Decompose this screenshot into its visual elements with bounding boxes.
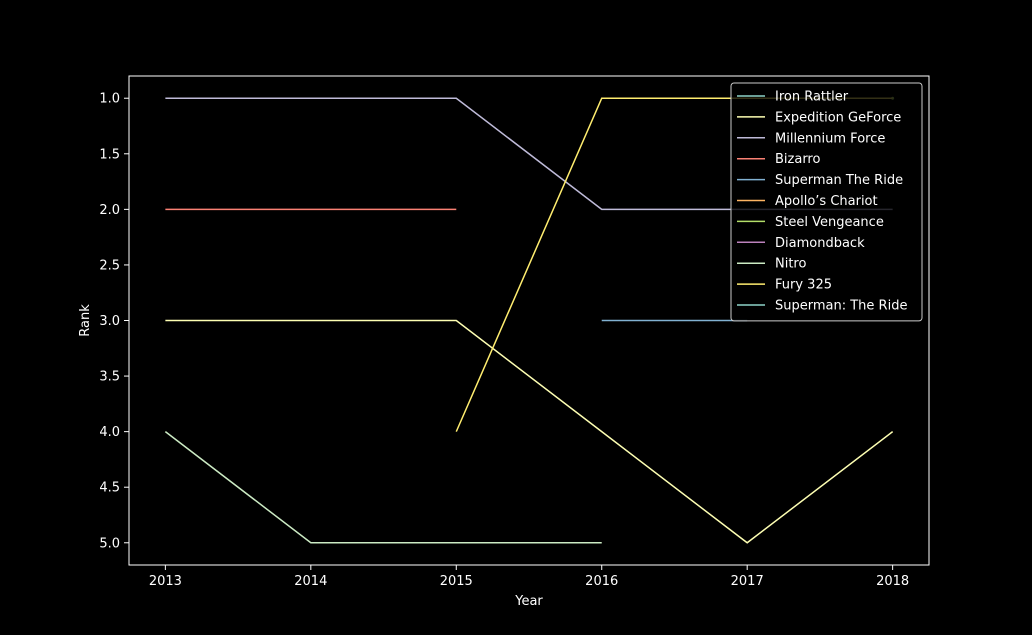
y-axis: 1.0 1.5 2.0 2.5 3.0 3.5 4.0 4.5 5.0 <box>99 92 129 551</box>
y-tick-label: 4.0 <box>99 425 120 440</box>
legend-label: Fury 325 <box>775 278 832 293</box>
y-tick-label: 1.5 <box>99 147 120 162</box>
x-tick-label: 2018 <box>876 574 909 589</box>
y-tick-label: 2.5 <box>99 258 120 273</box>
y-tick-label: 3.5 <box>99 370 120 385</box>
series-line <box>165 319 894 544</box>
x-axis-label: Year <box>514 594 543 609</box>
y-axis-label: Rank <box>78 304 93 337</box>
series-line <box>164 431 602 544</box>
y-tick-label: 4.5 <box>99 481 120 496</box>
series-layer <box>164 96 895 544</box>
legend-label: Diamondback <box>775 236 865 251</box>
x-tick-label: 2016 <box>585 574 618 589</box>
x-tick-label: 2014 <box>294 574 327 589</box>
x-tick-label: 2017 <box>731 574 764 589</box>
legend-label: Steel Vengeance <box>775 215 884 230</box>
legend-label: Apollo’s Chariot <box>775 194 878 209</box>
y-tick-label: 1.0 <box>99 92 120 107</box>
y-tick-label: 3.0 <box>99 314 120 329</box>
y-tick-label: 2.0 <box>99 203 120 218</box>
legend: Iron Rattler Expedition GeForce Millennium… <box>730 82 923 322</box>
legend-label: Superman: The Ride <box>775 299 907 314</box>
legend-label: Nitro <box>775 257 806 272</box>
x-tick-label: 2013 <box>149 574 182 589</box>
x-axis: 2013 2014 2015 2016 2017 2018 <box>149 565 909 589</box>
legend-label: Bizarro <box>775 152 820 167</box>
legend-box <box>730 82 923 322</box>
legend-label: Millennium Force <box>775 131 885 146</box>
legend-label: Superman The Ride <box>775 173 903 188</box>
legend-label: Expedition GeForce <box>775 110 901 125</box>
x-tick-label: 2015 <box>440 574 473 589</box>
y-tick-label: 5.0 <box>99 536 120 551</box>
legend-label: Iron Rattler <box>775 90 849 105</box>
